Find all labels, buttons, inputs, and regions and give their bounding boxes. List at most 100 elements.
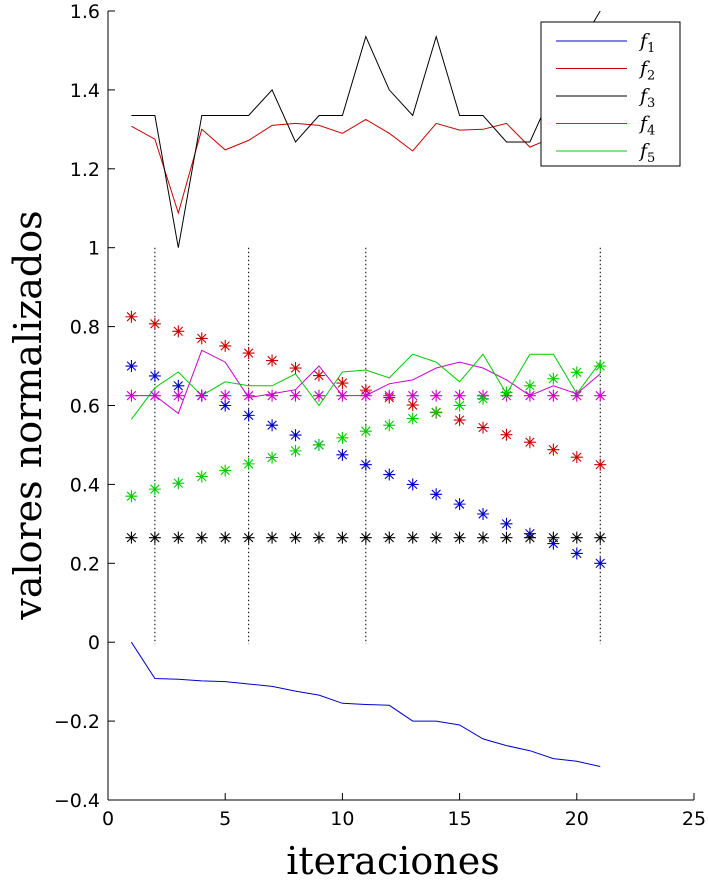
data-point: [523, 379, 536, 392]
data-point: [406, 412, 419, 425]
data-point: [195, 332, 208, 345]
x-tick-label: 0: [102, 808, 114, 830]
series-line-f1: [130, 641, 601, 767]
data-point: [289, 362, 302, 375]
data-point: [430, 389, 443, 402]
data-point: [453, 498, 466, 511]
data-point: [312, 531, 325, 544]
data-point: [359, 389, 372, 402]
data-point: [453, 414, 466, 427]
data-point: [266, 531, 279, 544]
data-point: [266, 389, 279, 402]
data-point: [383, 531, 396, 544]
data-point: [148, 483, 161, 496]
y-tick-label: 1: [88, 238, 100, 260]
data-point: [148, 531, 161, 544]
data-point: [195, 470, 208, 483]
data-point: [430, 488, 443, 501]
data-point: [500, 517, 513, 530]
data-point: [383, 468, 396, 481]
data-point: [195, 531, 208, 544]
data-point: [195, 389, 208, 402]
data-point: [570, 531, 583, 544]
data-point: [406, 531, 419, 544]
data-point: [430, 531, 443, 544]
data-point: [219, 389, 232, 402]
legend-subscript: 2: [647, 69, 655, 84]
data-point: [359, 425, 372, 438]
data-point: [453, 531, 466, 544]
data-point: [289, 531, 302, 544]
legend-subscript: 1: [647, 41, 655, 56]
data-point: [219, 339, 232, 352]
data-point: [125, 531, 138, 544]
y-tick-label: 0.8: [70, 317, 100, 339]
series-line-f2: [131, 118, 601, 215]
y-tick-label: 1.2: [70, 159, 100, 181]
y-tick-label: 1.4: [70, 80, 100, 102]
data-point: [523, 389, 536, 402]
data-point: [406, 478, 419, 491]
data-point: [570, 547, 583, 560]
data-point: [570, 451, 583, 464]
series-line-f3: [131, 11, 601, 248]
data-point: [125, 490, 138, 503]
data-point: [172, 477, 185, 490]
legend-subscript: 3: [647, 96, 655, 111]
data-point: [336, 531, 349, 544]
data-point: [312, 438, 325, 451]
data-point: [172, 389, 185, 402]
data-point: [359, 531, 372, 544]
data-point: [219, 399, 232, 412]
data-point: [148, 389, 161, 402]
data-point: [336, 389, 349, 402]
data-point: [406, 399, 419, 412]
data-point: [547, 372, 560, 385]
y-tick-label: 0: [88, 632, 100, 654]
x-tick-label: 15: [448, 808, 472, 830]
data-point: [125, 389, 138, 402]
data-point: [477, 421, 490, 434]
x-tick-label: 10: [330, 808, 354, 830]
y-tick-label: −0.4: [54, 790, 100, 812]
data-point: [547, 389, 560, 402]
data-point: [500, 386, 513, 399]
data-point: [523, 436, 536, 449]
x-axis-label: iteraciones: [286, 839, 500, 880]
data-point: [312, 389, 325, 402]
data-point: [336, 448, 349, 461]
data-point: [289, 389, 302, 402]
data-point: [453, 389, 466, 402]
data-point: [336, 377, 349, 390]
data-point: [477, 392, 490, 405]
data-point: [289, 429, 302, 442]
data-point: [500, 531, 513, 544]
data-point: [242, 389, 255, 402]
data-point: [125, 310, 138, 323]
legend-box: [540, 21, 681, 167]
data-point: [477, 531, 490, 544]
data-point: [312, 369, 325, 382]
data-point: [172, 379, 185, 392]
y-ticks: −0.4 −0.2 0 0.2 0.4 0.6 0.8 1 1.2 1.4 1.6: [54, 1, 115, 812]
x-tick-label: 20: [565, 808, 589, 830]
data-point: [359, 458, 372, 471]
data-point: [266, 451, 279, 464]
data-point: [570, 366, 583, 379]
data-point: [172, 531, 185, 544]
data-point: [430, 406, 443, 419]
data-point: [500, 428, 513, 441]
y-tick-label: 1.6: [70, 1, 100, 23]
data-point: [383, 419, 396, 432]
marker-series: [125, 310, 607, 570]
data-point: [523, 531, 536, 544]
y-axis-label: valores normalizados: [6, 210, 50, 620]
data-point: [336, 431, 349, 444]
y-tick-label: 0.4: [70, 474, 100, 496]
data-point: [406, 389, 419, 402]
x-tick-label: 5: [219, 808, 231, 830]
x-ticks: 0 5 10 15 20 25: [102, 793, 706, 830]
data-point: [172, 325, 185, 338]
data-point: [125, 360, 138, 373]
